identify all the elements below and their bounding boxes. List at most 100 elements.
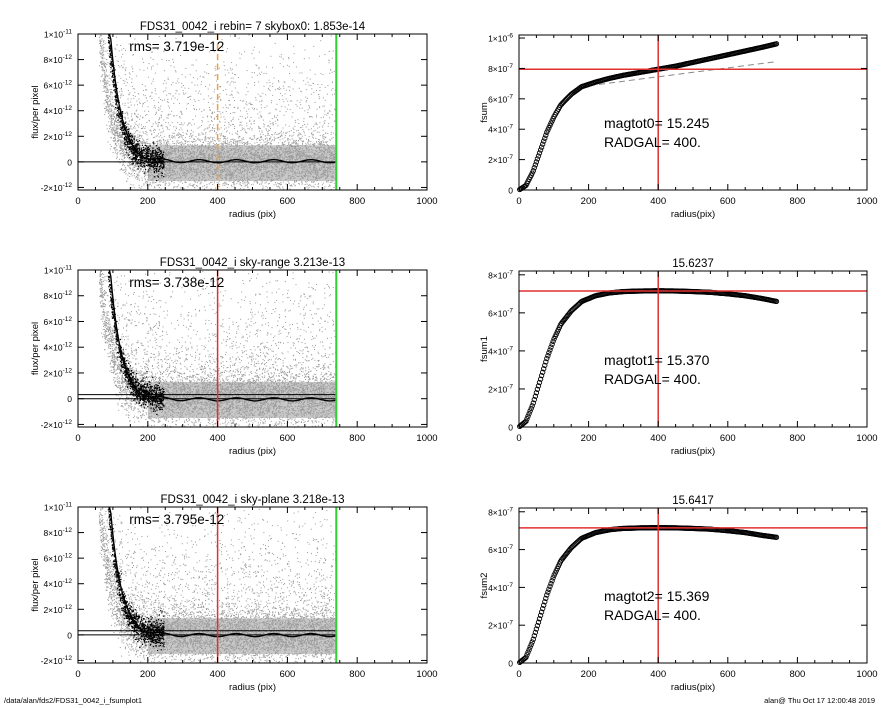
scatter-point bbox=[253, 135, 255, 137]
scatter-point bbox=[322, 74, 324, 76]
scatter-point bbox=[281, 95, 283, 97]
scatter-point bbox=[107, 80, 109, 82]
scatter-point bbox=[262, 134, 264, 136]
scatter-point bbox=[223, 65, 225, 67]
scatter-point bbox=[241, 127, 243, 129]
scatter-point bbox=[166, 101, 168, 103]
scatter-point bbox=[113, 113, 115, 115]
scatter-point bbox=[219, 140, 221, 142]
scatter-point bbox=[208, 183, 210, 185]
scatter-point bbox=[109, 104, 111, 106]
scatter-point bbox=[149, 183, 151, 185]
scatter-point bbox=[131, 175, 133, 177]
scatter-point bbox=[150, 130, 152, 132]
scatter-point bbox=[104, 111, 106, 113]
scatter-point bbox=[121, 141, 123, 143]
scatter-point bbox=[188, 141, 190, 142]
scatter-point bbox=[316, 108, 318, 110]
scatter-point bbox=[268, 142, 270, 143]
scatter-point bbox=[218, 138, 220, 140]
scatter-point bbox=[157, 185, 159, 187]
scatter-point bbox=[233, 180, 235, 182]
scatter-point bbox=[117, 134, 119, 136]
scatter-point bbox=[169, 113, 171, 115]
scatter-point bbox=[139, 170, 141, 172]
scatter-point bbox=[144, 144, 146, 146]
scatter-point bbox=[226, 139, 228, 141]
scatter-point bbox=[115, 111, 117, 113]
scatter-point bbox=[201, 120, 203, 121]
scatter-point bbox=[120, 95, 122, 97]
scatter-point bbox=[251, 76, 253, 78]
scatter-point bbox=[183, 188, 185, 190]
scatter-point bbox=[246, 142, 248, 144]
scatter-point bbox=[241, 115, 243, 117]
scatter-point bbox=[266, 105, 268, 107]
scatter-point bbox=[238, 77, 240, 78]
scatter-point bbox=[243, 107, 245, 109]
scatter-point bbox=[276, 185, 278, 187]
scatter-point bbox=[261, 138, 263, 140]
scatter-point bbox=[234, 87, 236, 89]
scatter-point bbox=[321, 143, 323, 145]
scatter-point bbox=[250, 139, 252, 141]
scatter-point bbox=[251, 53, 253, 55]
scatter-point bbox=[275, 116, 277, 118]
scatter-point bbox=[205, 132, 207, 133]
scatter-point bbox=[274, 115, 276, 117]
scatter-point bbox=[289, 73, 290, 74]
scatter-point bbox=[113, 133, 115, 135]
scatter-point bbox=[258, 126, 260, 128]
scatter-point bbox=[127, 102, 129, 104]
scatter-point bbox=[106, 124, 108, 126]
scatter-point bbox=[189, 96, 191, 98]
scatter-point bbox=[173, 186, 175, 188]
scatter-point bbox=[231, 94, 233, 96]
scatter-point bbox=[267, 87, 269, 89]
scatter-point bbox=[122, 112, 124, 114]
scatter-point bbox=[281, 135, 283, 137]
scatter-point bbox=[243, 138, 245, 140]
scatter-point bbox=[311, 181, 313, 183]
scatter-point bbox=[173, 187, 175, 189]
scatter-point bbox=[211, 120, 213, 122]
scatter-point bbox=[238, 135, 240, 137]
scatter-point bbox=[145, 142, 147, 144]
scatter-point bbox=[141, 105, 143, 107]
scatter-point bbox=[109, 126, 111, 128]
scatter-point bbox=[110, 137, 112, 139]
scatter-point bbox=[247, 116, 248, 118]
scatter-point bbox=[99, 36, 101, 38]
scatter-point bbox=[230, 69, 232, 71]
scatter-point bbox=[237, 108, 239, 109]
scatter-point bbox=[127, 124, 129, 126]
scatter-point bbox=[232, 138, 234, 140]
scatter-point bbox=[212, 183, 214, 185]
scatter-point bbox=[158, 101, 159, 103]
scatter-point bbox=[122, 149, 124, 151]
scatter-point bbox=[121, 147, 123, 149]
scatter-point bbox=[138, 179, 140, 181]
scatter-point bbox=[128, 94, 130, 96]
scatter-point bbox=[225, 138, 227, 140]
scatter-point bbox=[116, 125, 118, 127]
scatter-point bbox=[124, 157, 126, 158]
scatter-point bbox=[277, 120, 279, 122]
scatter-point bbox=[244, 142, 246, 144]
scatter-point bbox=[308, 105, 310, 106]
scatter-point bbox=[214, 75, 216, 77]
scatter-point bbox=[153, 144, 155, 146]
scatter-point bbox=[272, 86, 274, 87]
scatter-point bbox=[308, 129, 310, 131]
scatter-point bbox=[104, 67, 106, 68]
scatter-point bbox=[258, 127, 260, 129]
scatter-point bbox=[128, 72, 130, 74]
scatter-point bbox=[130, 168, 132, 170]
scatter-point bbox=[142, 89, 144, 91]
scatter-point bbox=[259, 133, 261, 135]
scatter-point bbox=[118, 134, 120, 136]
scatter-point bbox=[123, 172, 125, 173]
scatter-point bbox=[237, 181, 239, 183]
scatter-point bbox=[216, 110, 218, 112]
scatter-point bbox=[145, 174, 147, 176]
